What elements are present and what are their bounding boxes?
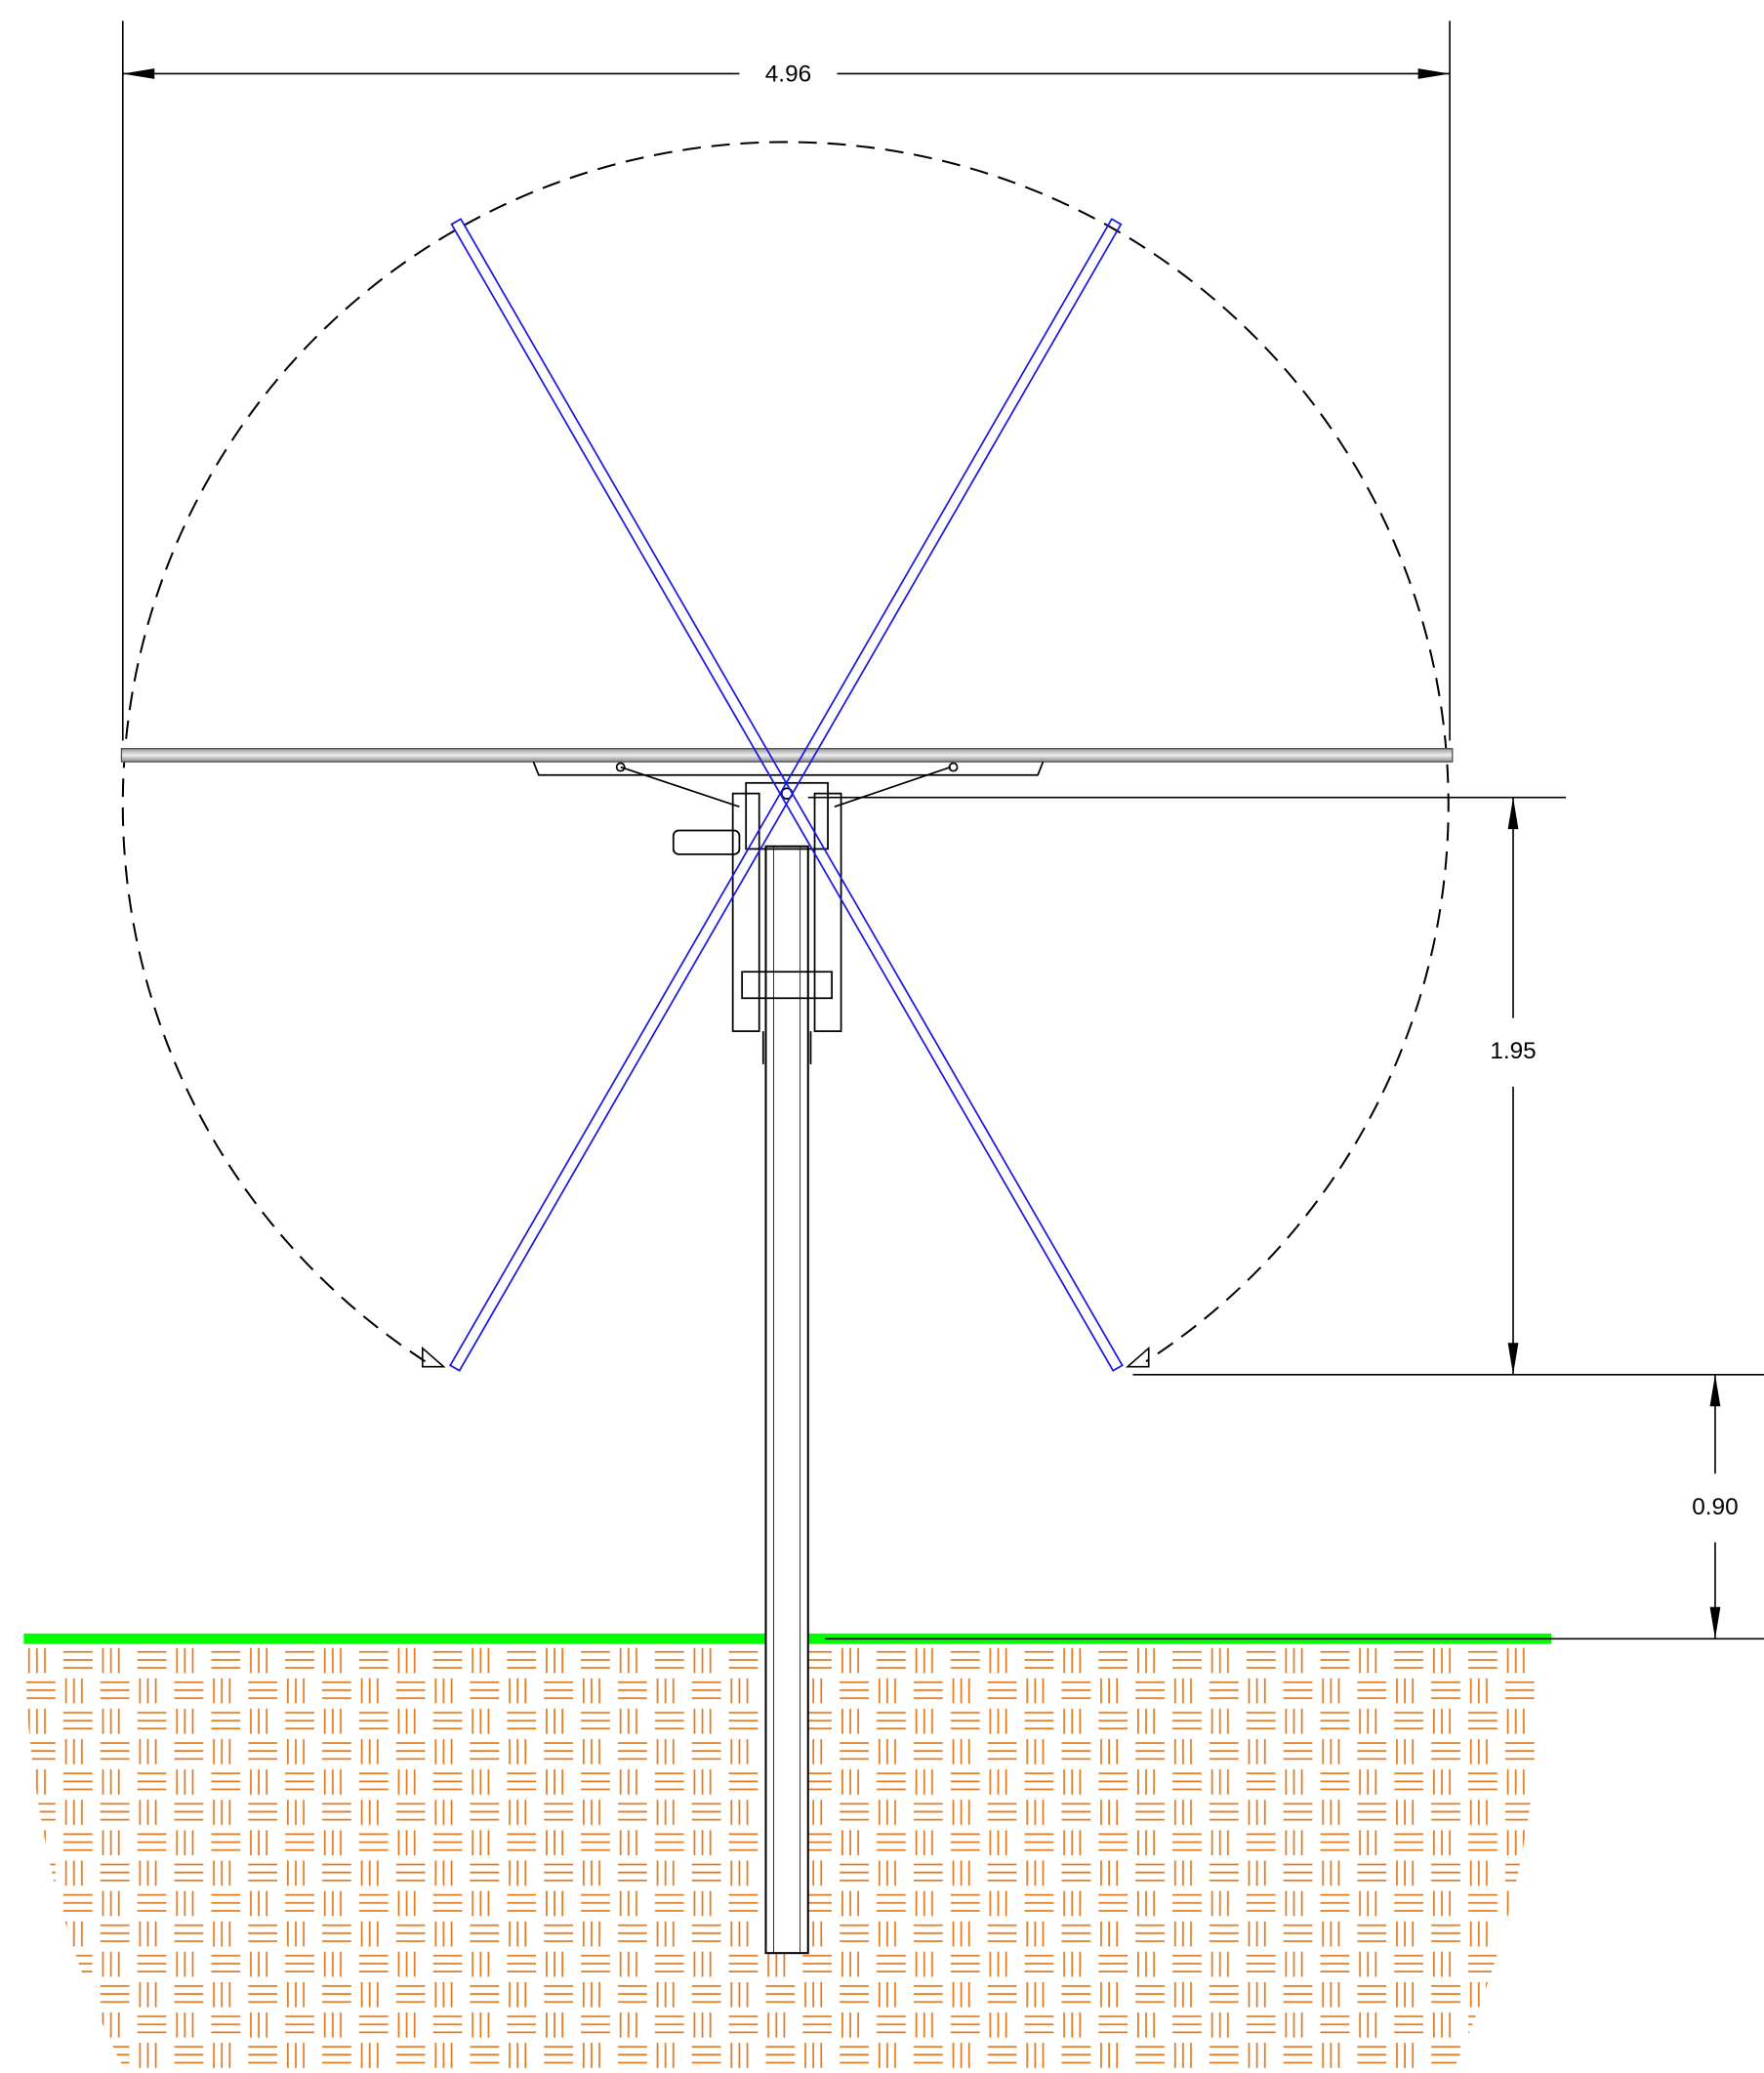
pole [764,845,809,1955]
dimension-width [121,21,1451,741]
arrowhead [422,1346,446,1368]
dimension-label: 0.90 [1692,1494,1738,1520]
dimension-label: 1.95 [1490,1038,1536,1064]
mechanism [532,761,1045,1064]
rotation-arc [121,141,1450,1363]
arrowhead [1507,1343,1519,1375]
arrowhead [1417,68,1451,79]
arrowhead [1507,797,1519,830]
panel-horizontal [120,747,1454,763]
arrowhead [1125,1346,1150,1368]
dimension-height [807,796,1764,1376]
arrowhead [1709,1374,1721,1407]
soil-hatch [23,1645,1542,2072]
arrowhead [1709,1606,1721,1639]
dimension-clearance [825,1374,1764,1640]
arrowhead [122,68,155,79]
dimension-label: 4.96 [765,61,811,87]
panel-tilted [449,218,1124,1372]
